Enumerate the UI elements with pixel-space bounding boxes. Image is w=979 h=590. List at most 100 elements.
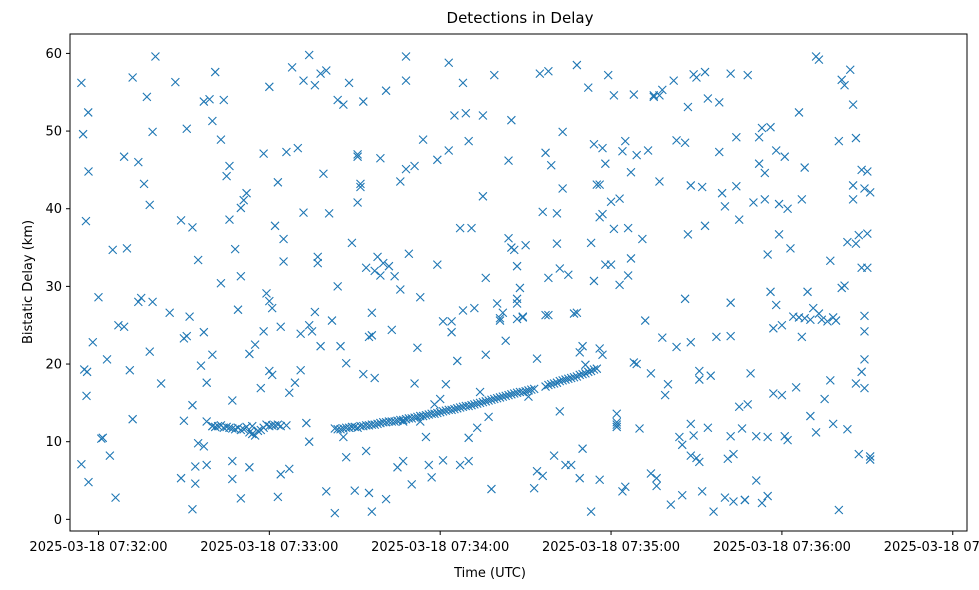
data-point: [760, 195, 770, 204]
data-point: [145, 200, 155, 210]
data-point: [583, 83, 593, 92]
data-point: [555, 407, 565, 416]
data-point: [635, 424, 644, 433]
data-point: [438, 455, 448, 465]
data-point: [518, 312, 528, 322]
data-point: [478, 111, 488, 120]
data-point: [142, 92, 152, 102]
data-point: [845, 65, 855, 75]
data-point: [165, 308, 175, 318]
data-point: [475, 398, 485, 408]
data-point: [563, 270, 573, 280]
data-point: [712, 332, 721, 342]
data-point: [347, 238, 357, 248]
data-point: [529, 483, 539, 493]
data-point: [763, 491, 773, 501]
plot-frame: [69, 33, 968, 532]
data-point: [464, 456, 474, 466]
data-point: [851, 239, 861, 249]
data-point: [780, 431, 790, 441]
data-point: [766, 287, 775, 297]
data-point: [341, 358, 351, 368]
data-point: [381, 86, 391, 96]
data-point: [84, 167, 93, 176]
data-point: [766, 122, 775, 132]
data-point: [860, 354, 869, 364]
x-tick-label: 2025-03-18 07:33:00: [200, 540, 338, 555]
data-point: [176, 473, 186, 483]
data-point: [464, 433, 474, 443]
data-point: [731, 181, 741, 191]
data-point: [552, 208, 562, 218]
data-point: [583, 367, 593, 377]
data-point: [279, 257, 288, 266]
data-point: [336, 341, 345, 351]
data-point: [387, 325, 397, 335]
data-point: [227, 474, 237, 484]
data-point: [145, 347, 155, 357]
data-point: [618, 487, 627, 496]
data-point: [287, 63, 297, 72]
data-point: [626, 254, 636, 263]
data-point: [262, 288, 271, 298]
data-point: [686, 337, 696, 347]
data-point: [495, 313, 505, 323]
data-point: [726, 69, 736, 78]
data-point: [338, 432, 348, 442]
data-point: [333, 95, 343, 105]
data-point: [865, 455, 875, 464]
x-tick-label: 2025-03-18 07:32:00: [29, 540, 167, 555]
data-point: [270, 221, 280, 231]
data-point: [484, 396, 493, 405]
data-point: [304, 437, 314, 447]
data-point: [729, 449, 738, 459]
data-point: [655, 177, 664, 186]
data-point: [82, 367, 92, 377]
data-point: [108, 245, 118, 255]
data-point: [600, 159, 610, 169]
data-point: [620, 136, 630, 146]
data-point: [825, 375, 835, 385]
data-point: [122, 243, 132, 253]
data-point: [760, 168, 770, 178]
data-point: [774, 199, 784, 209]
data-point: [432, 260, 442, 270]
data-point: [407, 480, 417, 489]
data-point: [862, 229, 872, 238]
data-point: [199, 441, 209, 451]
y-tick-label: 40: [45, 202, 62, 217]
x-tick-label: 2025-03-18 07:36:00: [713, 540, 851, 555]
y-tick-label: 30: [45, 280, 62, 295]
data-point: [253, 426, 263, 436]
data-point: [227, 396, 237, 405]
data-point: [555, 264, 565, 273]
data-point: [421, 410, 431, 420]
data-point: [672, 342, 681, 352]
data-point: [353, 149, 362, 159]
data-point: [98, 433, 108, 443]
data-point: [84, 477, 93, 487]
x-tick-label: 2025-03-18 07:37:00: [884, 540, 979, 555]
data-point: [569, 372, 579, 382]
data-point: [370, 373, 380, 383]
data-point: [190, 462, 200, 471]
data-point: [805, 411, 815, 421]
data-point: [501, 336, 511, 346]
data-point: [524, 392, 533, 402]
data-point: [313, 258, 323, 268]
data-point: [452, 403, 462, 413]
data-point: [629, 90, 639, 99]
data-point: [199, 327, 209, 337]
data-point: [390, 417, 400, 426]
data-point: [848, 100, 858, 110]
data-point: [498, 308, 508, 318]
data-point: [783, 435, 792, 445]
data-point: [655, 90, 664, 100]
data-point: [193, 438, 203, 448]
data-point: [441, 379, 451, 389]
data-point: [581, 368, 590, 378]
data-point: [376, 271, 385, 280]
data-point: [196, 361, 206, 370]
